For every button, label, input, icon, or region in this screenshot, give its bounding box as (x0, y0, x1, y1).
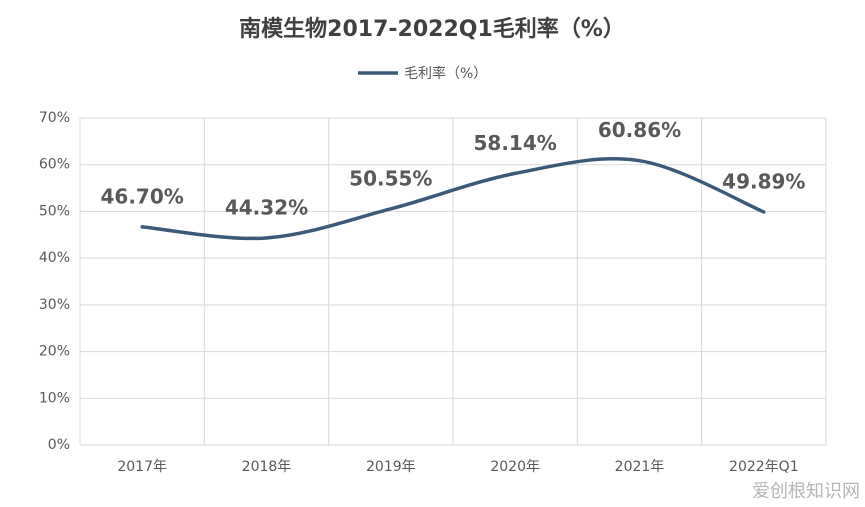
data-label: 60.86% (598, 118, 681, 142)
legend-label: 毛利率（%） (404, 65, 487, 82)
data-label: 46.70% (101, 184, 184, 208)
line (140, 157, 766, 241)
x-tick-label: 2021年 (615, 459, 665, 475)
data-label: 49.89% (722, 169, 805, 193)
x-tick-label: 2020年 (490, 459, 540, 475)
y-tick-label: 0% (48, 437, 70, 453)
x-tick-label: 2022年Q1 (729, 459, 799, 475)
data-label: 50.55% (349, 166, 432, 190)
x-tick-label: 2017年 (117, 459, 167, 475)
y-tick-label: 20% (39, 344, 70, 360)
x-tick-label: 2018年 (242, 459, 292, 475)
data-label: 58.14% (474, 131, 557, 155)
data-label: 44.32% (225, 195, 308, 219)
y-tick-label: 70% (39, 110, 70, 126)
y-tick-label: 40% (39, 250, 70, 266)
y-tick-label: 50% (39, 203, 70, 219)
y-tick-label: 30% (39, 297, 70, 313)
watermark: 爱创根知识网 (752, 481, 860, 502)
x-tick-label: 2019年 (366, 459, 416, 475)
y-tick-label: 60% (39, 157, 70, 173)
y-tick-label: 10% (39, 390, 70, 406)
chart-title: 南模生物2017-2022Q1毛利率（%） (239, 16, 625, 42)
